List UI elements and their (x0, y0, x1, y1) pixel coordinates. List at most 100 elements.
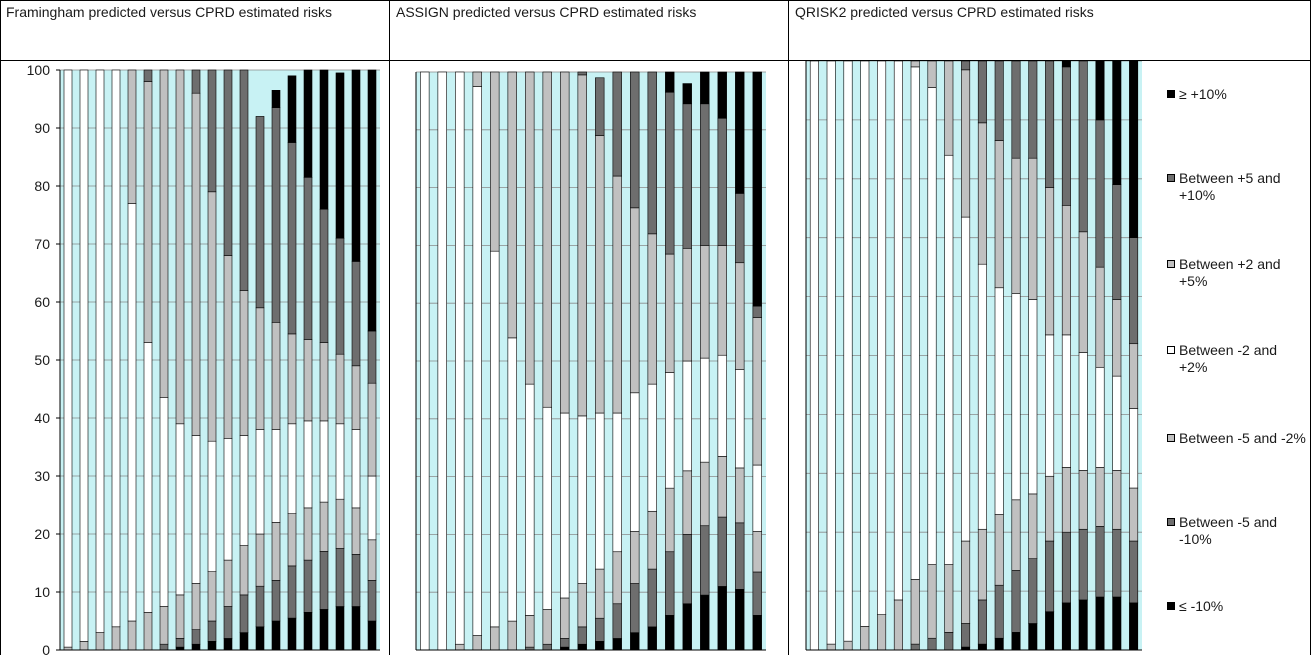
bar-segment (735, 262, 745, 370)
legend-swatch (1167, 518, 1175, 526)
legend-swatch (1167, 174, 1175, 182)
bar-segment (665, 551, 675, 616)
bar-segment (700, 525, 710, 596)
bar-segment (271, 522, 281, 581)
panel-title-qrisk2: QRISK2 predicted versus CPRD estimated r… (795, 4, 1094, 20)
bar-segment (191, 643, 201, 651)
bar-segment (159, 606, 169, 645)
legend: ≥ +10% Between +5 and +10% Between +2 an… (1153, 60, 1311, 655)
bar-segment (490, 71, 500, 252)
bar-segment (910, 66, 920, 580)
x-tick-label: 13 (252, 653, 268, 655)
bar-segment (175, 69, 185, 425)
bar-segment (1078, 528, 1088, 601)
bar-segment (490, 626, 500, 651)
bar-segment (303, 177, 313, 340)
y-tick-label: 90 (34, 120, 50, 136)
x-tick-label: 19 (348, 653, 364, 655)
bar-segment (717, 456, 727, 518)
bar-segment (255, 307, 265, 430)
bar-segment (752, 571, 762, 616)
bar-segment (367, 69, 377, 332)
bar-segment (351, 261, 361, 367)
bar-segment (542, 406, 552, 610)
bar-segment (351, 606, 361, 651)
bar-segment (682, 103, 692, 249)
bar-segment (1045, 611, 1055, 651)
x-tick-label: 7 (526, 653, 534, 655)
bar-segment (977, 599, 987, 645)
bar-segment (1112, 61, 1122, 185)
bar-segment (207, 571, 217, 622)
y-tick-label: 100 (27, 62, 51, 78)
bar-segment (303, 69, 313, 178)
bar-segment (1095, 596, 1105, 651)
bar-segment (665, 487, 675, 553)
bar-segment (577, 415, 587, 584)
bar-segment (1129, 602, 1139, 651)
bar-segment (143, 81, 153, 343)
y-tick-label: 10 (34, 584, 50, 600)
bar-segment (577, 74, 587, 417)
bar-segment (351, 507, 361, 555)
bar-segment (560, 412, 570, 599)
bar-segment (860, 61, 870, 627)
y-tick-label: 60 (34, 294, 50, 310)
bar-segment (223, 255, 233, 439)
bar-segment (1112, 299, 1122, 377)
bar-segment (239, 435, 249, 546)
legend-swatch (1167, 434, 1175, 442)
panel-title-framingham: Framingham predicted versus CPRD estimat… (6, 4, 332, 20)
bar-segment (159, 643, 169, 651)
bar-segment (595, 135, 605, 414)
bar-segment (143, 611, 153, 651)
bar-segment (560, 638, 570, 648)
bar-segment (595, 568, 605, 619)
bar-segment (207, 640, 217, 651)
bar-segment (994, 637, 1004, 651)
bar-segment (1095, 467, 1105, 527)
bar-segment (239, 290, 249, 436)
bar-segment (700, 245, 710, 359)
bar-segment (595, 617, 605, 642)
bar-segment (367, 580, 377, 622)
bar-segment (319, 501, 329, 552)
bar-segment (271, 429, 281, 523)
bar-segment (961, 61, 971, 71)
bar-segment (223, 606, 233, 639)
bar-segment (1129, 61, 1139, 238)
bar-segment (1028, 558, 1038, 624)
bar-segment (1028, 623, 1038, 651)
bar-segment (207, 620, 217, 642)
bar-segment (893, 61, 903, 601)
bar-segment (826, 643, 836, 651)
chart-framingham: 0 10 20 30 40 50 60 70 80 90 100 1 4 7 10 13 16 19 (27, 62, 380, 655)
bar-segment (961, 623, 971, 648)
bar-segment (700, 594, 710, 651)
bar-segment (927, 637, 937, 651)
bar-segment (977, 122, 987, 265)
bar-segment (255, 533, 265, 587)
bar-segment (665, 71, 675, 93)
bar-segment (335, 72, 345, 239)
legend-label: Between -2 and +2% (1179, 342, 1278, 375)
bar-segment (271, 321, 281, 430)
bar-segment (490, 250, 500, 628)
y-tick-label: 80 (34, 178, 50, 194)
bar-segment (271, 620, 281, 651)
x-tick-label: 1 (421, 653, 429, 655)
bar-segment (191, 582, 201, 630)
bar-segment (127, 203, 137, 622)
bar-segment (1078, 470, 1088, 530)
legend-label: Between -5 and -10% (1179, 514, 1278, 547)
bar-segment (1112, 596, 1122, 651)
legend-label: Between +2 and +5% (1179, 256, 1281, 289)
bar-segment (910, 579, 920, 645)
y-tick-label: 40 (34, 410, 50, 426)
bar-segment (1112, 528, 1122, 598)
bar-segment (1011, 157, 1021, 294)
bar-segment (577, 643, 587, 651)
bar-segment (223, 559, 233, 607)
bar-segment (961, 216, 971, 542)
bar-segment (1011, 293, 1021, 501)
